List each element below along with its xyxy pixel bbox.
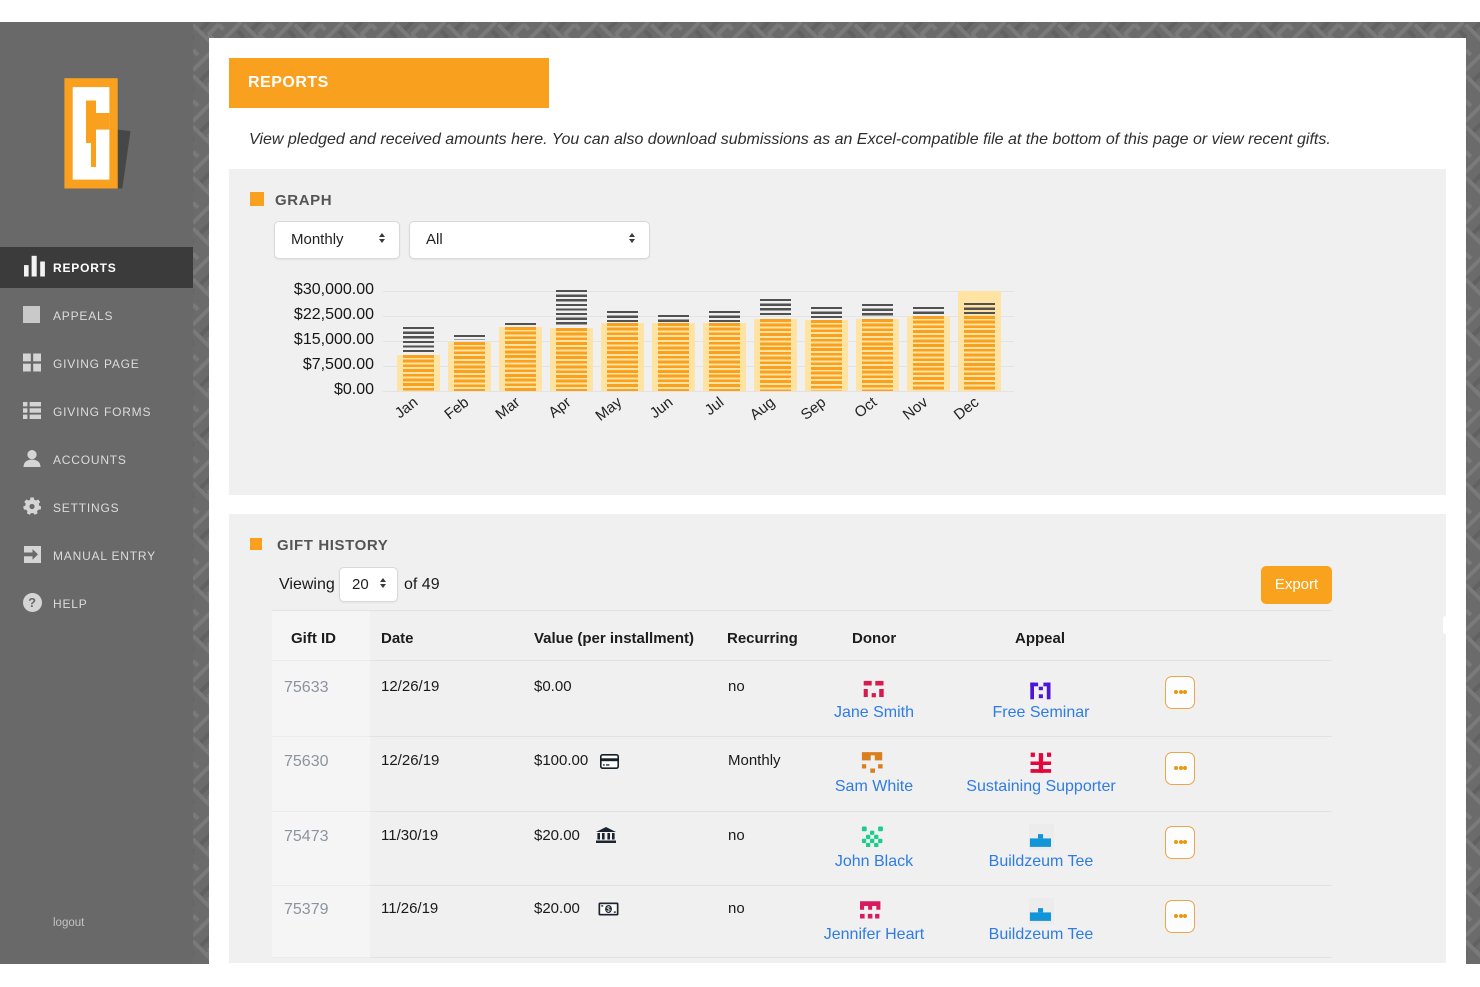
svg-text:?: ? (28, 595, 37, 610)
svg-text:$: $ (606, 905, 611, 914)
